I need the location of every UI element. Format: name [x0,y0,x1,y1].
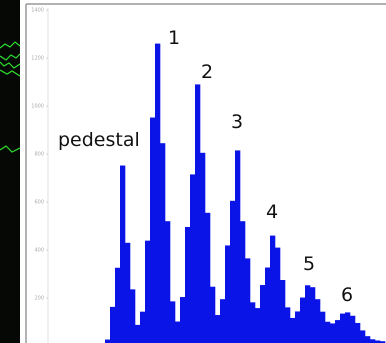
histogram-bar [360,330,365,343]
histogram-bar [365,336,370,343]
histogram-bar [335,320,340,343]
histogram-bar [205,213,210,343]
histogram-bar [295,311,300,343]
page: {"chart_data": {"type": "histogram", "bi… [0,0,386,343]
histogram-bar [280,280,285,343]
histogram-bar [165,221,170,343]
histogram-bar [145,241,150,343]
histogram-bar [290,318,295,343]
histogram-bar [265,268,270,343]
peak-label: 4 [266,201,278,223]
histogram-bar [230,201,235,343]
peak-label: 2 [201,61,213,83]
histogram-bar [180,297,185,343]
histogram-bar [315,299,320,343]
histogram-bar [120,166,125,343]
histogram-bar [215,315,220,343]
histogram-bar [225,245,230,343]
histogram-bar [285,307,290,343]
histogram-bar [270,236,275,343]
histogram-bar [275,248,280,343]
histogram-bar [170,301,175,343]
y-tick-label: 600 [34,200,44,206]
histogram-bar [310,287,315,343]
histogram-bar [130,289,135,343]
histogram-bar [250,302,255,343]
histogram-bar [125,243,130,343]
histogram-bar [220,299,225,343]
histogram-bar [135,325,140,343]
histogram-bar [160,143,165,343]
histogram-bar [110,307,115,343]
histogram-bar [245,258,250,343]
y-tick-label: 400 [34,248,44,254]
histogram-bar [330,323,335,343]
y-tick-label: 1200 [31,56,44,62]
histogram-bar [150,118,155,343]
peak-label: 6 [341,284,353,306]
histogram-bar [300,298,305,343]
histogram-bar [190,174,195,343]
histogram-bar [355,323,360,343]
peak-label: 1 [168,27,180,49]
histogram-bar [195,84,200,343]
scope-strip [0,0,20,343]
y-tick-label: 1400 [31,8,44,14]
histogram-bar [140,312,145,343]
y-tick-label: 200 [34,296,44,302]
histogram-bar [340,314,345,343]
histogram-bar [155,44,160,343]
histogram-bar [325,322,330,343]
histogram-bar [240,221,245,343]
peak-label: 5 [303,253,315,275]
histogram-bar [350,316,355,343]
histogram-bar [185,227,190,343]
histogram-bar [255,308,260,343]
histogram-bar [235,150,240,343]
histogram-bar [345,312,350,343]
histogram-bar [370,339,375,343]
peak-label: pedestal [58,129,140,151]
y-tick-label: 800 [34,152,44,158]
histogram-bar [320,312,325,343]
peak-label: 3 [231,111,243,133]
histogram-bar [200,153,205,343]
histogram-bar [105,340,110,343]
histogram-bar [115,268,120,343]
histogram-bar [260,285,265,343]
histogram-bar [175,322,180,343]
histogram-bar [210,287,215,343]
y-tick-label: 1000 [31,104,44,110]
histogram-bar [305,285,310,343]
chart: 200 400 600 800 1000 1200 1400 pedestal 12 3 4 5 6 [0,0,386,343]
